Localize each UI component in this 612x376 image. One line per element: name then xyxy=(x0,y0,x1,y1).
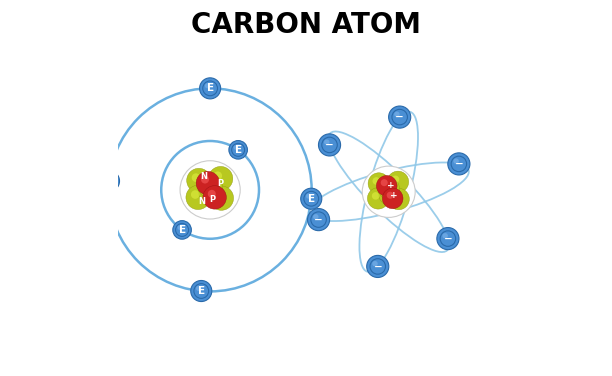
Circle shape xyxy=(451,156,466,172)
Text: −: − xyxy=(444,233,452,244)
Circle shape xyxy=(392,176,399,183)
Circle shape xyxy=(389,106,411,128)
Circle shape xyxy=(207,190,216,198)
Text: E: E xyxy=(105,176,113,186)
Circle shape xyxy=(203,179,212,188)
Text: −: − xyxy=(395,112,404,122)
Circle shape xyxy=(394,112,400,117)
Circle shape xyxy=(388,188,409,210)
Circle shape xyxy=(383,188,390,196)
Circle shape xyxy=(304,191,319,206)
Circle shape xyxy=(368,173,389,194)
Circle shape xyxy=(437,227,459,250)
Circle shape xyxy=(311,212,326,227)
Circle shape xyxy=(373,177,380,185)
Circle shape xyxy=(453,158,459,164)
Circle shape xyxy=(379,184,400,205)
Circle shape xyxy=(214,171,222,180)
Text: CARBON ATOM: CARBON ATOM xyxy=(191,11,421,39)
Circle shape xyxy=(191,190,200,199)
Circle shape xyxy=(187,168,211,193)
Circle shape xyxy=(209,186,234,210)
Circle shape xyxy=(203,81,217,96)
Circle shape xyxy=(381,179,388,186)
Circle shape xyxy=(203,186,226,209)
Circle shape xyxy=(209,167,233,191)
Circle shape xyxy=(177,225,182,230)
Ellipse shape xyxy=(180,161,240,219)
Circle shape xyxy=(324,139,329,145)
Text: E: E xyxy=(179,225,185,235)
Text: E: E xyxy=(207,83,214,93)
Circle shape xyxy=(306,194,312,199)
Circle shape xyxy=(191,280,212,302)
Text: +: + xyxy=(387,181,394,190)
Circle shape xyxy=(196,286,201,291)
Text: +: + xyxy=(390,191,398,200)
Circle shape xyxy=(367,255,389,277)
Circle shape xyxy=(372,261,378,267)
Text: N: N xyxy=(200,172,207,181)
Circle shape xyxy=(201,176,209,183)
Circle shape xyxy=(392,109,408,125)
Circle shape xyxy=(442,233,448,239)
Text: −: − xyxy=(314,215,323,224)
Circle shape xyxy=(392,193,400,200)
Circle shape xyxy=(318,134,341,156)
Circle shape xyxy=(370,259,386,274)
Circle shape xyxy=(199,181,223,205)
Circle shape xyxy=(198,174,222,198)
Text: −: − xyxy=(373,261,382,271)
Circle shape xyxy=(376,176,397,196)
Circle shape xyxy=(387,192,394,199)
Ellipse shape xyxy=(362,166,415,217)
Text: N: N xyxy=(198,197,206,206)
Circle shape xyxy=(214,191,223,200)
Circle shape xyxy=(102,174,116,188)
Circle shape xyxy=(194,284,209,299)
Circle shape xyxy=(440,231,456,246)
Circle shape xyxy=(313,214,319,220)
Circle shape xyxy=(234,145,238,150)
Circle shape xyxy=(387,171,409,193)
Circle shape xyxy=(232,143,245,156)
Circle shape xyxy=(382,182,390,190)
Circle shape xyxy=(99,170,119,191)
Text: E: E xyxy=(234,145,242,155)
Circle shape xyxy=(173,221,192,239)
Circle shape xyxy=(205,83,210,88)
Circle shape xyxy=(103,176,109,181)
Circle shape xyxy=(307,209,330,230)
Text: P: P xyxy=(209,195,215,204)
Circle shape xyxy=(300,188,322,209)
Circle shape xyxy=(378,178,400,199)
Circle shape xyxy=(204,186,212,194)
Circle shape xyxy=(186,185,211,209)
Text: −: − xyxy=(455,159,463,169)
Circle shape xyxy=(200,78,221,99)
Circle shape xyxy=(322,137,337,153)
Text: E: E xyxy=(198,286,205,296)
Text: P: P xyxy=(218,179,224,188)
Circle shape xyxy=(229,141,247,159)
Circle shape xyxy=(192,173,200,182)
Circle shape xyxy=(176,223,188,237)
Circle shape xyxy=(382,188,403,209)
Text: E: E xyxy=(308,194,315,204)
Circle shape xyxy=(196,171,220,195)
Circle shape xyxy=(372,192,379,200)
Circle shape xyxy=(367,188,389,209)
Circle shape xyxy=(448,153,470,175)
Text: −: − xyxy=(325,140,334,150)
